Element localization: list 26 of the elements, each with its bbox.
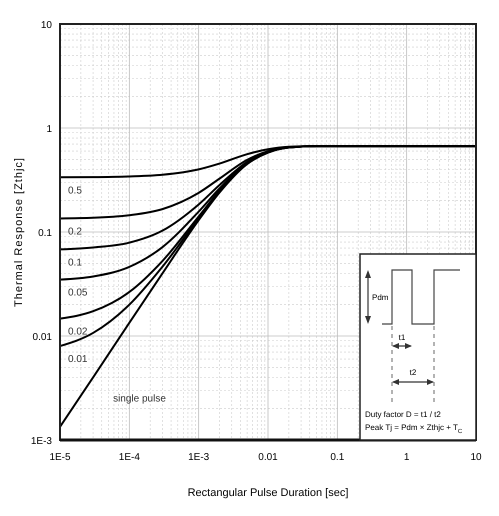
series-label: 0.02: [68, 326, 88, 338]
y-tick-label: 1: [46, 124, 52, 135]
y-tick-label: 1E-3: [30, 436, 52, 447]
x-tick-label: 1E-5: [49, 452, 71, 463]
y-tick-label: 10: [40, 20, 52, 31]
series-label: 0.1: [68, 257, 82, 268]
annotation: Peak Tj = Pdm × Zthjc + T$_{C}$: [365, 423, 463, 435]
annotation: Pdm: [372, 293, 389, 302]
y-tick-label: 0.1: [38, 228, 52, 239]
x-axis-title: Rectangular Pulse Duration [sec]: [188, 487, 348, 499]
series-label: 0.2: [68, 226, 82, 238]
y-axis-title: Thermal Response [Zthjc]: [13, 157, 25, 307]
series-label: 0.5: [68, 185, 82, 196]
x-tick-label: 0.01: [258, 452, 278, 463]
y-tick-label: 0.01: [32, 332, 52, 343]
series-label: 0.05: [68, 288, 88, 299]
x-tick-label: 1E-3: [188, 452, 210, 463]
x-tick-label: 1E-4: [118, 452, 140, 463]
x-tick-label: 1: [404, 452, 410, 463]
annotation: t2: [410, 368, 417, 377]
series-label: 0.01: [68, 354, 88, 366]
text: single pulse: [113, 393, 166, 404]
annotation: t1: [398, 333, 406, 342]
annotation: Duty factor D = t1 / t2: [365, 410, 442, 419]
x-tick-label: 0.1: [330, 452, 345, 463]
x-tick-label: 10: [470, 452, 482, 463]
